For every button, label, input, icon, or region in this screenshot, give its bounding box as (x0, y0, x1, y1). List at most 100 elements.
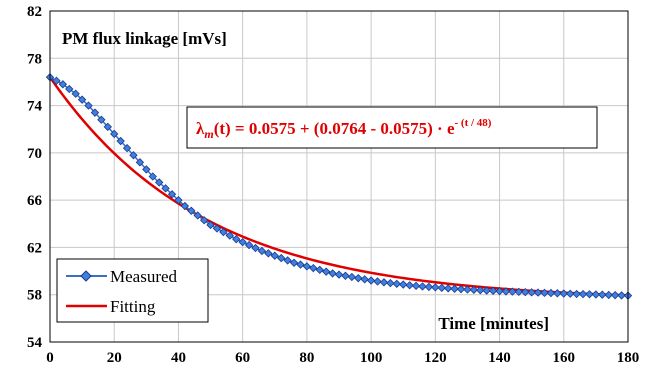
measured-point (129, 151, 138, 160)
equation-body: (t) = 0.0575 + (0.0764 - 0.0575) · e (214, 119, 455, 138)
y-tick-label: 54 (27, 335, 43, 351)
measured-point (456, 284, 466, 294)
y-tick-label: 58 (27, 288, 42, 304)
y-tick-label: 78 (27, 51, 42, 67)
measured-point (508, 287, 517, 296)
measured-point (617, 291, 626, 300)
measured-point (399, 280, 408, 289)
measured-point (142, 165, 151, 174)
x-tick-label: 180 (617, 350, 640, 366)
measured-point (135, 158, 145, 167)
measured-point (540, 288, 549, 297)
measured-point (476, 286, 485, 295)
measured-point (199, 216, 209, 225)
measured-point (309, 263, 318, 273)
measured-point (116, 136, 125, 146)
measured-point (238, 237, 247, 247)
equation-subscript: m (204, 127, 213, 141)
x-tick-label: 20 (107, 350, 122, 366)
equation-text: λm(t) = 0.0575 + (0.0764 - 0.0575) · e- … (196, 117, 492, 141)
measured-point (148, 172, 157, 181)
equation-box: λm(t) = 0.0575 + (0.0764 - 0.0575) · e- … (186, 106, 598, 149)
y-tick-label: 82 (27, 4, 42, 20)
measured-point (450, 284, 459, 293)
measured-point (167, 190, 177, 199)
legend: Measured Fitting (56, 258, 209, 323)
measured-point (110, 129, 119, 139)
equation-lambda: λ (196, 119, 205, 138)
measured-point (97, 115, 106, 124)
y-tick-label: 66 (27, 193, 43, 209)
measured-point (521, 287, 530, 297)
measured-point (431, 283, 440, 292)
x-tick-label: 120 (424, 350, 447, 366)
x-tick-label: 40 (171, 350, 186, 366)
measured-point (392, 279, 401, 289)
measured-point (418, 282, 427, 291)
measured-point (232, 234, 241, 244)
measured-point (424, 282, 434, 292)
measured-point (495, 287, 504, 296)
measured-point (463, 285, 472, 294)
x-tick-label: 60 (235, 350, 250, 366)
measured-point (244, 240, 254, 250)
measured-point (321, 267, 331, 276)
measured-point (501, 287, 511, 296)
measured-point (212, 224, 222, 233)
measured-point (270, 251, 279, 260)
measured-point (566, 289, 575, 298)
measured-point (187, 206, 196, 215)
measured-point (315, 265, 324, 275)
measured-point (360, 275, 369, 284)
measured-point (604, 290, 613, 300)
measured-point (488, 286, 498, 295)
measured-point (386, 278, 395, 288)
y-tick-labels: 54 58 62 66 70 74 78 82 (27, 4, 43, 351)
measured-point (289, 258, 299, 267)
series-measured (45, 73, 633, 300)
measured-point (77, 95, 87, 104)
grid (50, 11, 628, 342)
measured-point (206, 220, 215, 230)
y-tick-label: 62 (27, 240, 42, 256)
plot-frame (49, 10, 629, 343)
equation-box-border (186, 106, 598, 149)
y-tick-label: 74 (27, 99, 43, 115)
chart-title: PM flux linkage [mVs] (62, 29, 227, 48)
measured-point (180, 201, 190, 211)
measured-point (283, 256, 292, 265)
measured-point (482, 286, 491, 295)
measured-point (553, 289, 562, 298)
measured-point (302, 262, 312, 271)
measured-point (161, 184, 170, 193)
measured-point (405, 281, 414, 290)
measured-point (354, 273, 363, 283)
measured-point (469, 285, 479, 295)
measured-point (334, 270, 344, 279)
measured-point (341, 271, 350, 280)
measured-point (559, 289, 568, 298)
measured-point (251, 243, 260, 253)
measured-point (514, 287, 523, 297)
measured-point (373, 277, 382, 286)
measured-point (591, 290, 601, 299)
measured-point (193, 211, 202, 220)
y-tick-label: 70 (27, 146, 42, 162)
measured-point (444, 284, 453, 293)
legend-measured-label: Measured (110, 267, 178, 286)
measured-point (277, 253, 286, 263)
measured-point (546, 288, 556, 298)
measured-point (90, 108, 100, 117)
legend-measured-marker (80, 270, 92, 282)
measured-point (296, 260, 305, 269)
measured-point (71, 89, 80, 98)
x-tick-label: 140 (488, 350, 511, 366)
legend-fitting-label: Fitting (110, 297, 156, 316)
measured-point (533, 288, 543, 297)
measured-point (52, 76, 61, 85)
measured-point (411, 281, 421, 291)
measured-point (257, 246, 267, 256)
x-tick-labels: 0 20 40 60 80 100 120 140 160 180 (46, 350, 639, 366)
measured-point (219, 227, 228, 237)
